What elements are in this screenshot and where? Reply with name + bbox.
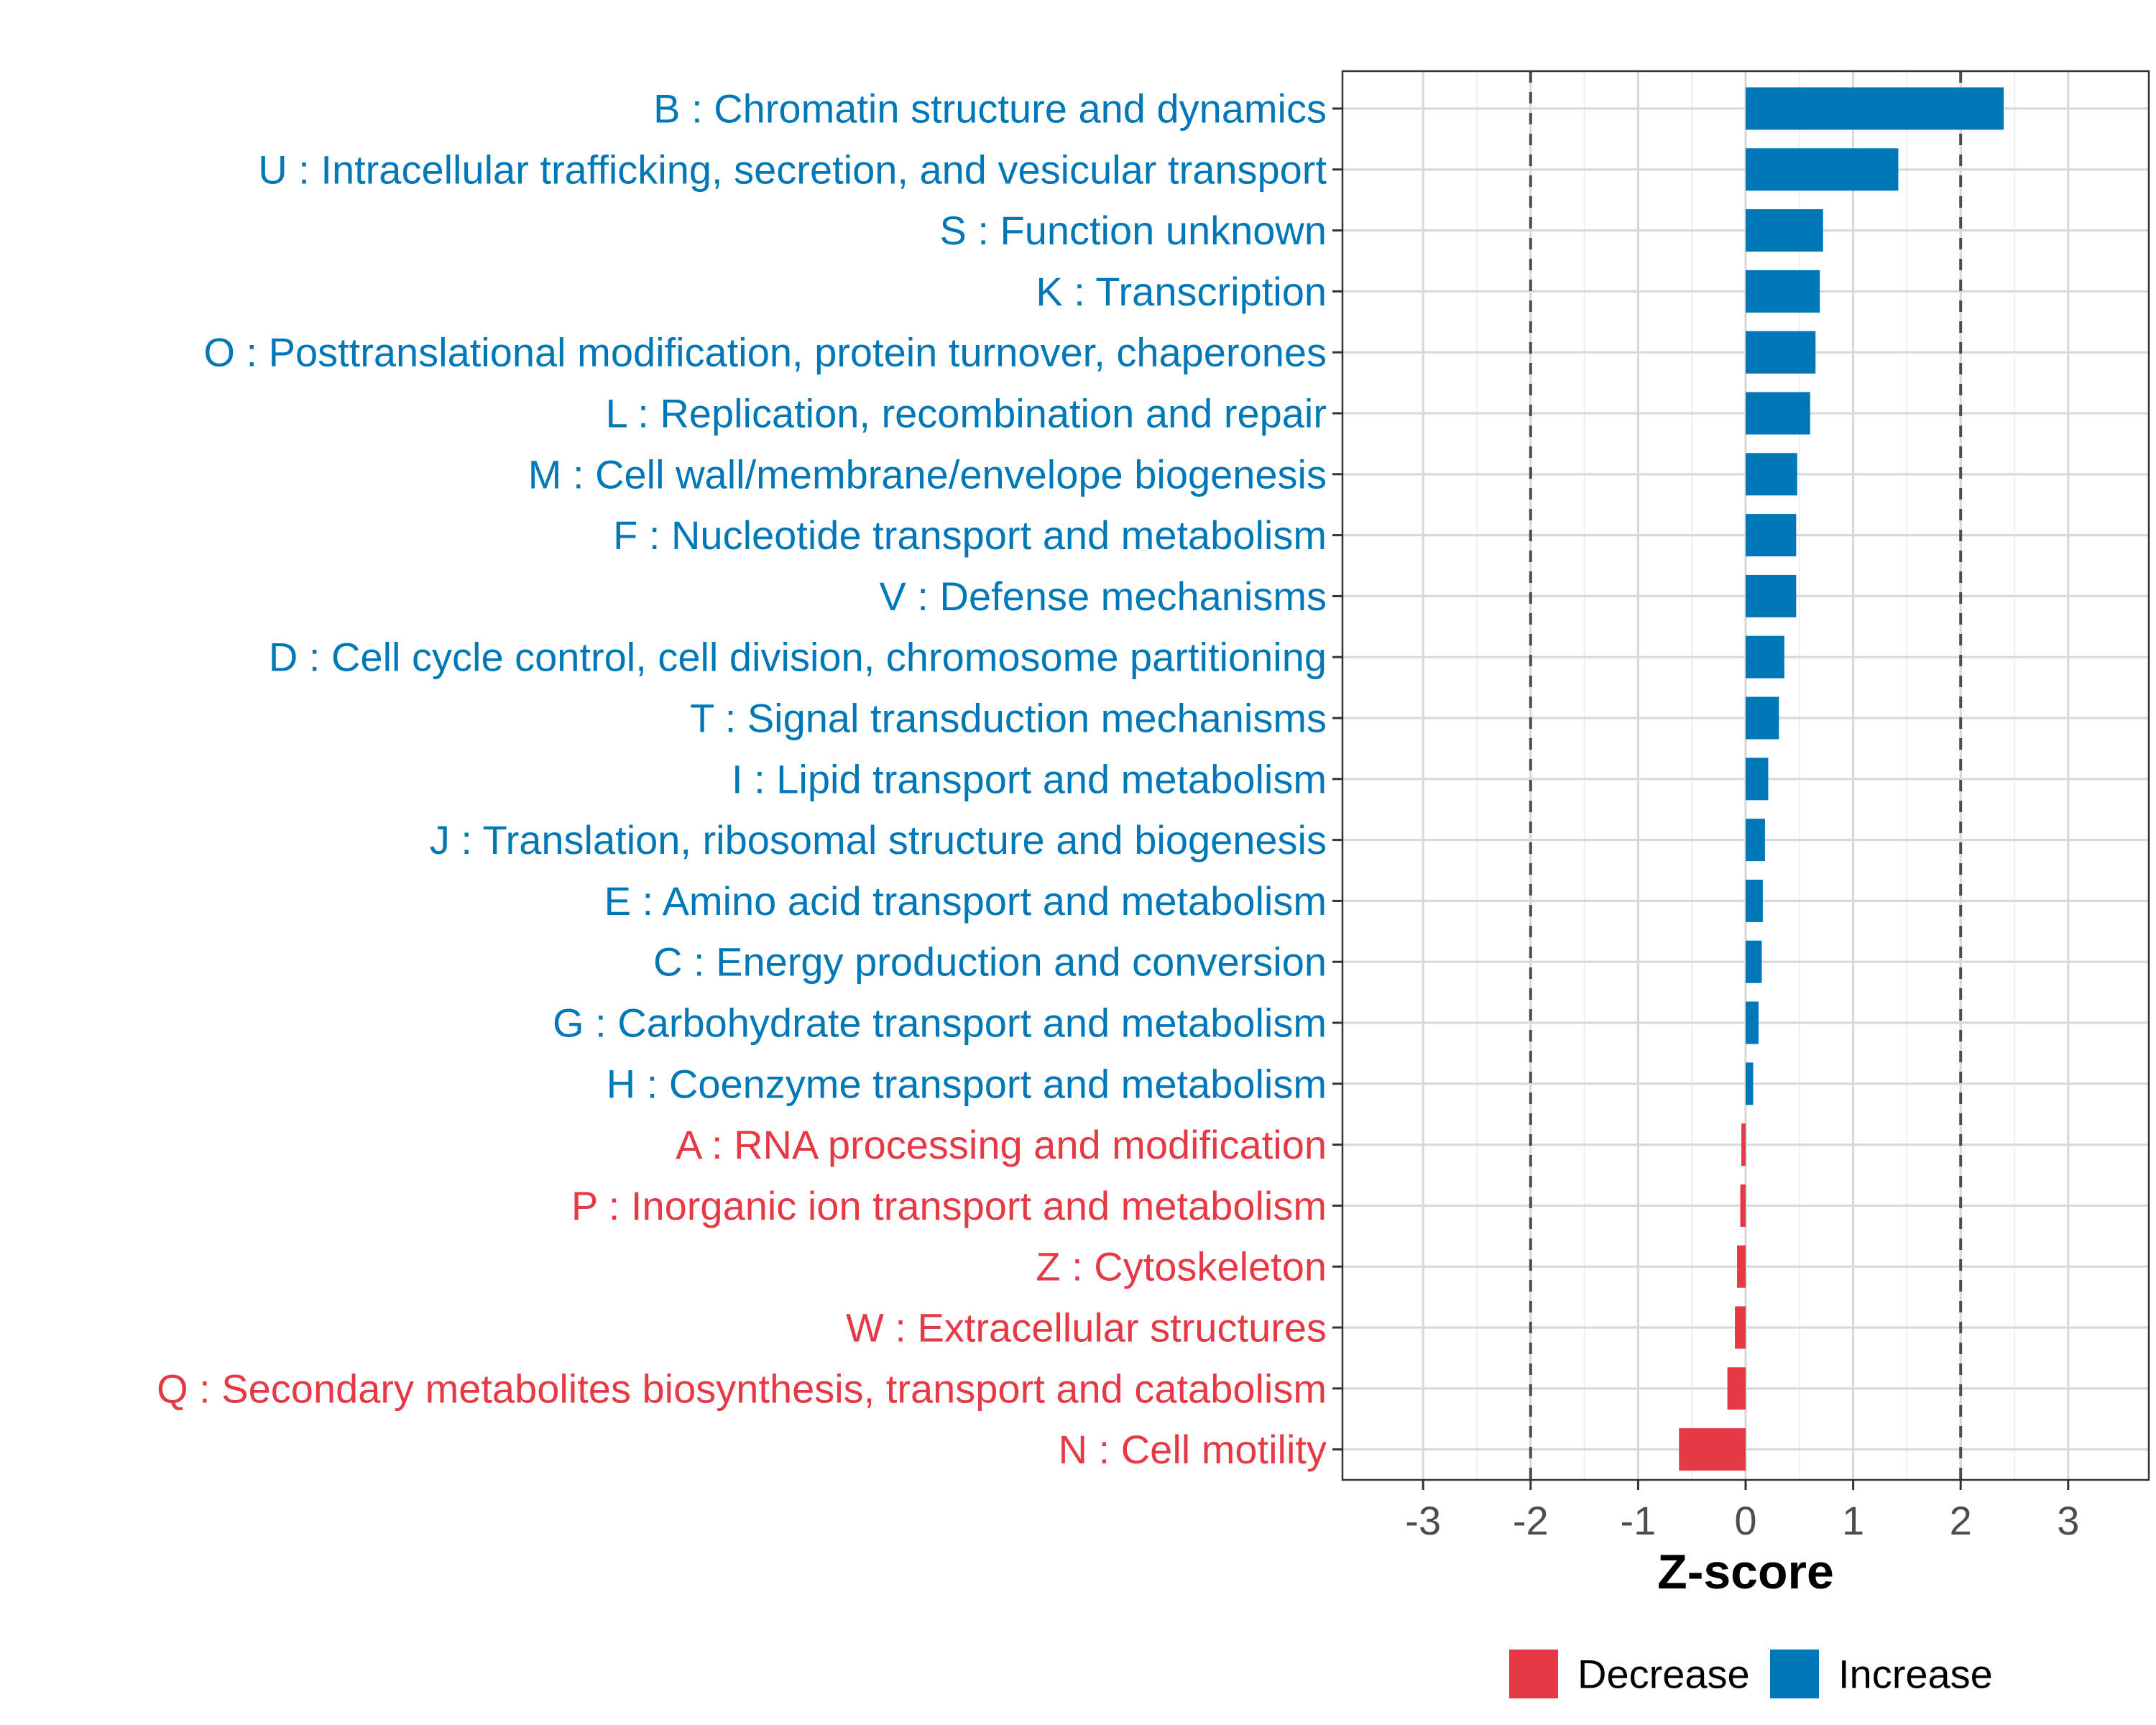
bar (1746, 758, 1769, 801)
x-tick-label: 2 (1950, 1498, 1972, 1543)
bar (1746, 331, 1816, 374)
legend-label: Decrease (1577, 1652, 1750, 1697)
x-tick-label: -2 (1513, 1498, 1549, 1543)
bar (1746, 148, 1899, 191)
y-axis: B : Chromatin structure and dynamics U : … (157, 86, 1342, 1472)
category-label: V : Defense mechanisms (880, 574, 1327, 619)
category-label: A : RNA processing and modification (676, 1122, 1327, 1167)
category-label: T : Signal transduction mechanisms (690, 696, 1327, 741)
category-label: M : Cell wall/membrane/envelope biogenes… (528, 451, 1327, 497)
category-label: I : Lipid transport and metabolism (732, 756, 1327, 801)
x-tick-label: 1 (1842, 1498, 1864, 1543)
legend-label: Increase (1838, 1652, 1993, 1697)
category-label: E : Amino acid transport and metabolism (604, 878, 1327, 924)
bar (1746, 270, 1820, 313)
legend-key (1509, 1650, 1558, 1698)
x-tick-label: -1 (1621, 1498, 1657, 1543)
bar (1746, 392, 1810, 435)
bar (1679, 1428, 1746, 1471)
bar (1746, 453, 1797, 496)
bar (1746, 635, 1784, 678)
category-label: Q : Secondary metabolites biosynthesis, … (157, 1366, 1327, 1411)
category-label: O : Posttranslational modification, prot… (203, 330, 1327, 375)
category-label: L : Replication, recombination and repai… (606, 391, 1327, 436)
bar (1746, 819, 1765, 862)
category-label: K : Transcription (1036, 269, 1327, 314)
category-label: D : Cell cycle control, cell division, c… (269, 635, 1327, 680)
category-label: U : Intracellular trafficking, secretion… (258, 147, 1327, 192)
bar (1746, 1062, 1754, 1105)
bar (1746, 87, 2004, 130)
legend-key (1770, 1650, 1819, 1698)
category-label: S : Function unknown (939, 208, 1327, 253)
bar (1741, 1123, 1746, 1167)
bar (1746, 940, 1762, 983)
bar (1746, 879, 1763, 922)
x-tick-label: 0 (1734, 1498, 1756, 1543)
category-label: C : Energy production and conversion (653, 939, 1327, 985)
category-label: Z : Cytoskeleton (1036, 1244, 1327, 1289)
reference-lines (1529, 71, 1963, 1480)
x-tick-label: -3 (1405, 1498, 1441, 1543)
x-axis: -3 -2 -1 0 1 2 3 (1405, 1480, 2079, 1543)
category-label: W : Extracellular structures (846, 1305, 1327, 1351)
category-label: J : Translation, ribosomal structure and… (430, 817, 1327, 862)
bars (1679, 87, 2004, 1471)
legend: Decrease Increase (1509, 1650, 1993, 1698)
bar (1737, 1245, 1746, 1288)
category-label: N : Cell motility (1059, 1427, 1327, 1472)
category-label: H : Coenzyme transport and metabolism (607, 1061, 1327, 1106)
bar (1746, 696, 1779, 740)
category-label: G : Carbohydrate transport and metabolis… (553, 1000, 1327, 1046)
category-label: B : Chromatin structure and dynamics (653, 86, 1327, 132)
bar (1746, 574, 1797, 617)
x-tick-label: 3 (2057, 1498, 2079, 1543)
bar (1746, 514, 1797, 557)
bar (1746, 1001, 1759, 1044)
x-axis-title: Z-score (1657, 1545, 1834, 1599)
bar (1740, 1184, 1746, 1227)
bar (1746, 209, 1823, 252)
category-label: F : Nucleotide transport and metabolism (613, 512, 1327, 558)
category-label: P : Inorganic ion transport and metaboli… (571, 1183, 1327, 1228)
bar (1735, 1306, 1746, 1349)
bar (1727, 1367, 1746, 1410)
